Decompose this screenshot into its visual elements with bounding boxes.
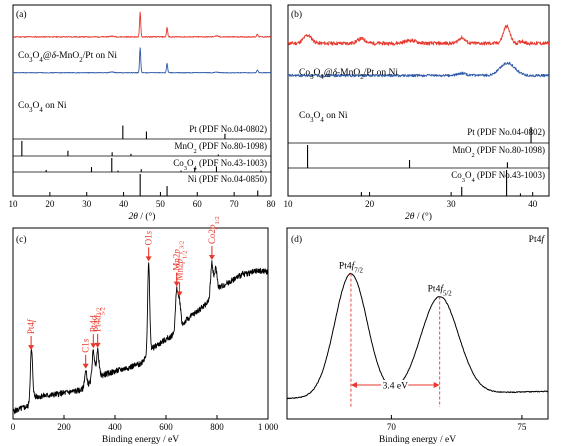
peak-label-1: Pt4f7/2 <box>339 261 364 275</box>
x-tick-label: 70 <box>230 199 240 209</box>
annotation-arrowhead <box>82 363 89 369</box>
annotation-arrowhead <box>94 342 101 348</box>
x-tick-label: 0 <box>11 422 16 432</box>
annotation-arrowhead <box>145 256 152 262</box>
x-axis-label: Binding energy / eV <box>379 435 456 445</box>
x-tick-label: 20 <box>45 199 55 209</box>
annotation-label-6: Mn2p3/2 <box>172 241 186 271</box>
series-label-2: Co3O4 on Ni <box>18 101 67 114</box>
panel-label: (b) <box>291 9 302 20</box>
series-label-2: Co3O4 on Ni <box>299 111 348 124</box>
x-tick-label: 75 <box>517 422 527 432</box>
spacing-label: 3.4 eV <box>383 382 408 392</box>
annotation-arrowhead <box>208 255 215 261</box>
series-label-1: Co3O4@δ-MnO2/Pt on Ni <box>299 68 398 81</box>
pt4f-line <box>286 272 549 400</box>
panel-d: Pt4f7/2 Pt4f5/2 3.4 eV 70 75 Binding energy /… <box>286 227 549 445</box>
x-tick-label: 600 <box>159 422 173 432</box>
series-line-1 <box>13 11 271 38</box>
x-tick-label: 400 <box>108 422 122 432</box>
series-group <box>13 11 271 74</box>
reference-label-4: Ni (PDF No.04-0850) <box>188 174 267 184</box>
series-label-1: Co3O4@δ-MnO2/Pt on Ni <box>18 51 117 64</box>
x-tick-label: 800 <box>210 422 224 432</box>
annotation-label-5: O1s <box>144 230 154 245</box>
x-tick-label: 70 <box>387 422 397 432</box>
x-tick-label: 40 <box>119 199 129 209</box>
annotation-label-8: Co2p1/2 <box>207 216 221 244</box>
peak-label-2: Pt4f5/2 <box>428 284 453 298</box>
annotation-arrowhead <box>173 281 180 287</box>
x-tick-label: 60 <box>193 199 203 209</box>
x-tick-label: 50 <box>156 199 166 209</box>
panel-c-frame <box>12 227 269 420</box>
panel-a: Co3O4@δ-MnO2/Pt on Ni Co3O4 on Ni Pt (PDF … <box>9 4 277 222</box>
panel-a-frame <box>12 4 272 197</box>
x-tick-label: 20 <box>365 199 375 209</box>
annotation-label-4: Pt4d5/2 <box>93 307 107 332</box>
reference-label-2: MnO2 (PDF No.80-1098) <box>174 141 267 155</box>
panel-b: Co3O4@δ-MnO2/Pt on Ni Co3O4 on Ni Pt (PDF … <box>284 4 550 222</box>
panel-label: (a) <box>16 9 27 20</box>
x-tick-label: 30 <box>447 199 457 209</box>
series-line-1 <box>288 24 549 46</box>
x-tick-label: 40 <box>528 199 538 209</box>
panel-d-frame <box>286 227 549 420</box>
annotation-arrowhead <box>176 291 183 297</box>
x-tick-label: 200 <box>57 422 71 432</box>
reference-label-3: Co3O4 (PDF No.43-1003) <box>451 170 545 184</box>
spacing-arrowhead-left <box>350 382 357 388</box>
annotation-label-2: C1s <box>81 338 91 353</box>
x-tick-label: 10 <box>9 199 19 209</box>
annotation-label-1: Pt4f <box>26 318 36 334</box>
survey-line <box>12 260 269 415</box>
reference-label-3: Co3O4 (PDF No.43-1003) <box>173 158 267 172</box>
series-line-2 <box>13 47 271 74</box>
panel-label: (c) <box>16 234 27 245</box>
series-group <box>288 24 549 78</box>
reference-label-2: MnO2 (PDF No.80-1098) <box>452 145 545 159</box>
annotation-arrowhead <box>28 345 35 351</box>
x-tick-label: 1 000 <box>258 422 279 432</box>
series-line-2 <box>288 61 549 78</box>
reference-label-1: Pt (PDF No.04-0802) <box>189 124 267 134</box>
annotation-label-7: Mn2p1/2 <box>175 251 189 281</box>
annotation-arrowhead <box>90 343 97 349</box>
x-axis-label: Binding energy / eV <box>102 435 179 445</box>
panel-title: Pt4f <box>529 234 546 245</box>
x-tick-label: 10 <box>284 199 294 209</box>
x-axis-label: 2θ / (°) <box>129 211 156 222</box>
x-tick-label: 30 <box>82 199 92 209</box>
panel-b-frame <box>287 4 550 197</box>
annotation-label-3: Pt4d3/2 <box>88 307 102 332</box>
reference-label-1: Pt (PDF No.04-0802) <box>467 127 545 137</box>
x-axis-label: 2θ / (°) <box>405 211 432 222</box>
x-tick-label: 80 <box>267 199 277 209</box>
spacing-arrowhead-right <box>433 382 440 388</box>
panel-label: (d) <box>291 234 302 245</box>
